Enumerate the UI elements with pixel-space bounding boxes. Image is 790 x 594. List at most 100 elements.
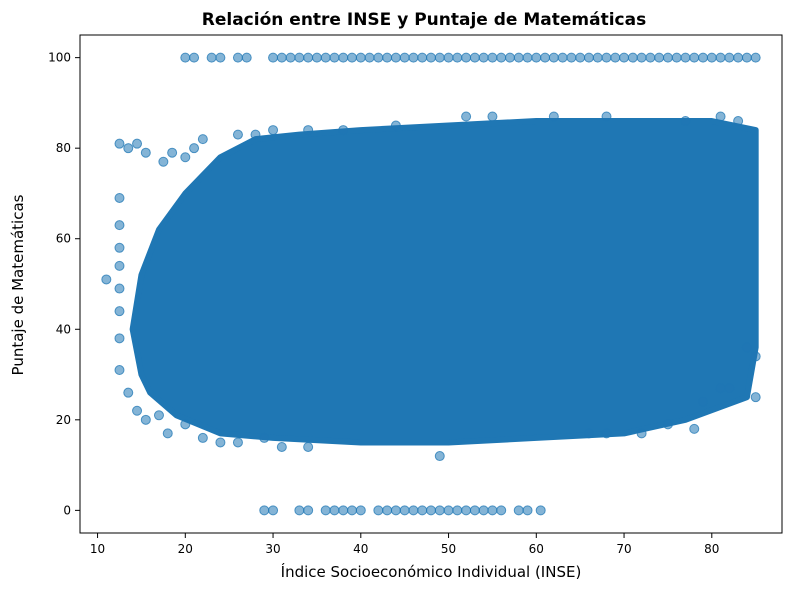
scatter-point: [478, 505, 489, 516]
scatter-point: [408, 52, 419, 63]
scatter-point: [390, 120, 401, 131]
scatter-point: [522, 505, 533, 516]
scatter-point: [496, 52, 507, 63]
scatter-point: [215, 437, 226, 448]
scatter-point: [276, 52, 287, 63]
scatter-point: [329, 505, 340, 516]
scatter-point: [132, 138, 143, 149]
scatter-point: [645, 52, 656, 63]
y-tick-label: 80: [56, 141, 71, 155]
scatter-point: [268, 52, 279, 63]
scatter-point: [434, 451, 445, 462]
scatter-point: [197, 134, 208, 145]
plot-frame: [79, 34, 783, 534]
scatter-point: [276, 441, 287, 452]
scatter-point: [373, 52, 384, 63]
scatter-point: [575, 52, 586, 63]
scatter-point: [583, 428, 594, 439]
scatter-point: [487, 505, 498, 516]
scatter-point: [636, 428, 647, 439]
scatter-point: [426, 52, 436, 63]
scatter-point: [680, 116, 691, 127]
x-tick-label: 80: [704, 542, 719, 556]
scatter-point: [619, 52, 630, 63]
x-tick-label: 60: [529, 542, 544, 556]
points-layer: [101, 52, 761, 516]
scatter-point: [671, 52, 682, 63]
scatter-point: [268, 505, 279, 516]
x-tick-label: 40: [353, 542, 368, 556]
scatter-point: [373, 505, 384, 516]
scatter-point: [355, 52, 366, 63]
scatter-point: [601, 428, 612, 439]
scatter-point: [294, 505, 305, 516]
scatter-point: [320, 505, 331, 516]
scatter-point: [426, 505, 436, 516]
scatter-point: [140, 414, 151, 425]
scatter-point: [487, 111, 498, 122]
scatter-point: [583, 52, 594, 63]
scatter-point: [114, 192, 125, 203]
scatter-point: [241, 52, 252, 63]
scatter-point: [610, 52, 621, 63]
scatter-point: [189, 52, 200, 63]
scatter-point: [320, 52, 331, 63]
scatter-point: [496, 505, 507, 516]
x-tick-label: 30: [265, 542, 280, 556]
scatter-point: [417, 52, 428, 63]
scatter-point: [153, 410, 164, 421]
scatter-point: [540, 52, 551, 63]
scatter-point: [680, 52, 691, 63]
density-layer: [129, 118, 759, 446]
scatter-point: [114, 260, 125, 271]
scatter-point: [197, 432, 208, 443]
scatter-point: [662, 419, 673, 430]
scatter-point: [741, 52, 752, 63]
scatter-point: [294, 52, 305, 63]
x-axis-label: Índice Socioeconómico Individual (INSE): [281, 562, 582, 581]
x-tick-label: 10: [90, 542, 105, 556]
scatter-point: [303, 125, 314, 136]
scatter-point: [513, 52, 524, 63]
scatter-point: [469, 52, 480, 63]
scatter-point: [114, 283, 125, 294]
scatter-point: [399, 505, 410, 516]
scatter-point: [741, 342, 752, 353]
scatter-point: [114, 138, 125, 149]
scatter-point: [303, 441, 314, 452]
scatter-point: [417, 505, 428, 516]
scatter-point: [513, 505, 524, 516]
scatter-point: [452, 52, 463, 63]
scatter-point: [382, 505, 393, 516]
scatter-point: [434, 505, 445, 516]
scatter-point: [180, 152, 191, 163]
scatter-point: [114, 306, 125, 317]
scatter-point: [250, 129, 261, 140]
scatter-point: [469, 505, 480, 516]
scatter-point: [689, 52, 700, 63]
scatter-point: [232, 437, 243, 448]
scatter-point: [390, 505, 401, 516]
scatter-point: [123, 143, 134, 154]
scatter-point: [338, 505, 349, 516]
scatter-point: [535, 505, 546, 516]
scatter-point: [698, 396, 709, 407]
scatter-point: [504, 52, 515, 63]
scatter-point: [434, 52, 445, 63]
scatter-point: [715, 383, 726, 394]
scatter-point: [733, 116, 744, 127]
scatter-point: [443, 52, 454, 63]
scatter-point: [268, 125, 279, 136]
scatter-point: [140, 147, 151, 158]
scatter-point: [706, 52, 717, 63]
scatter-point: [522, 52, 533, 63]
scatter-point: [478, 52, 489, 63]
scatter-point: [180, 52, 191, 63]
scatter-point: [114, 220, 125, 231]
scatter-point: [338, 125, 349, 136]
scatter-point: [382, 52, 393, 63]
scatter-point: [347, 505, 358, 516]
x-tick-label: 50: [441, 542, 456, 556]
x-tick-label: 20: [178, 542, 193, 556]
